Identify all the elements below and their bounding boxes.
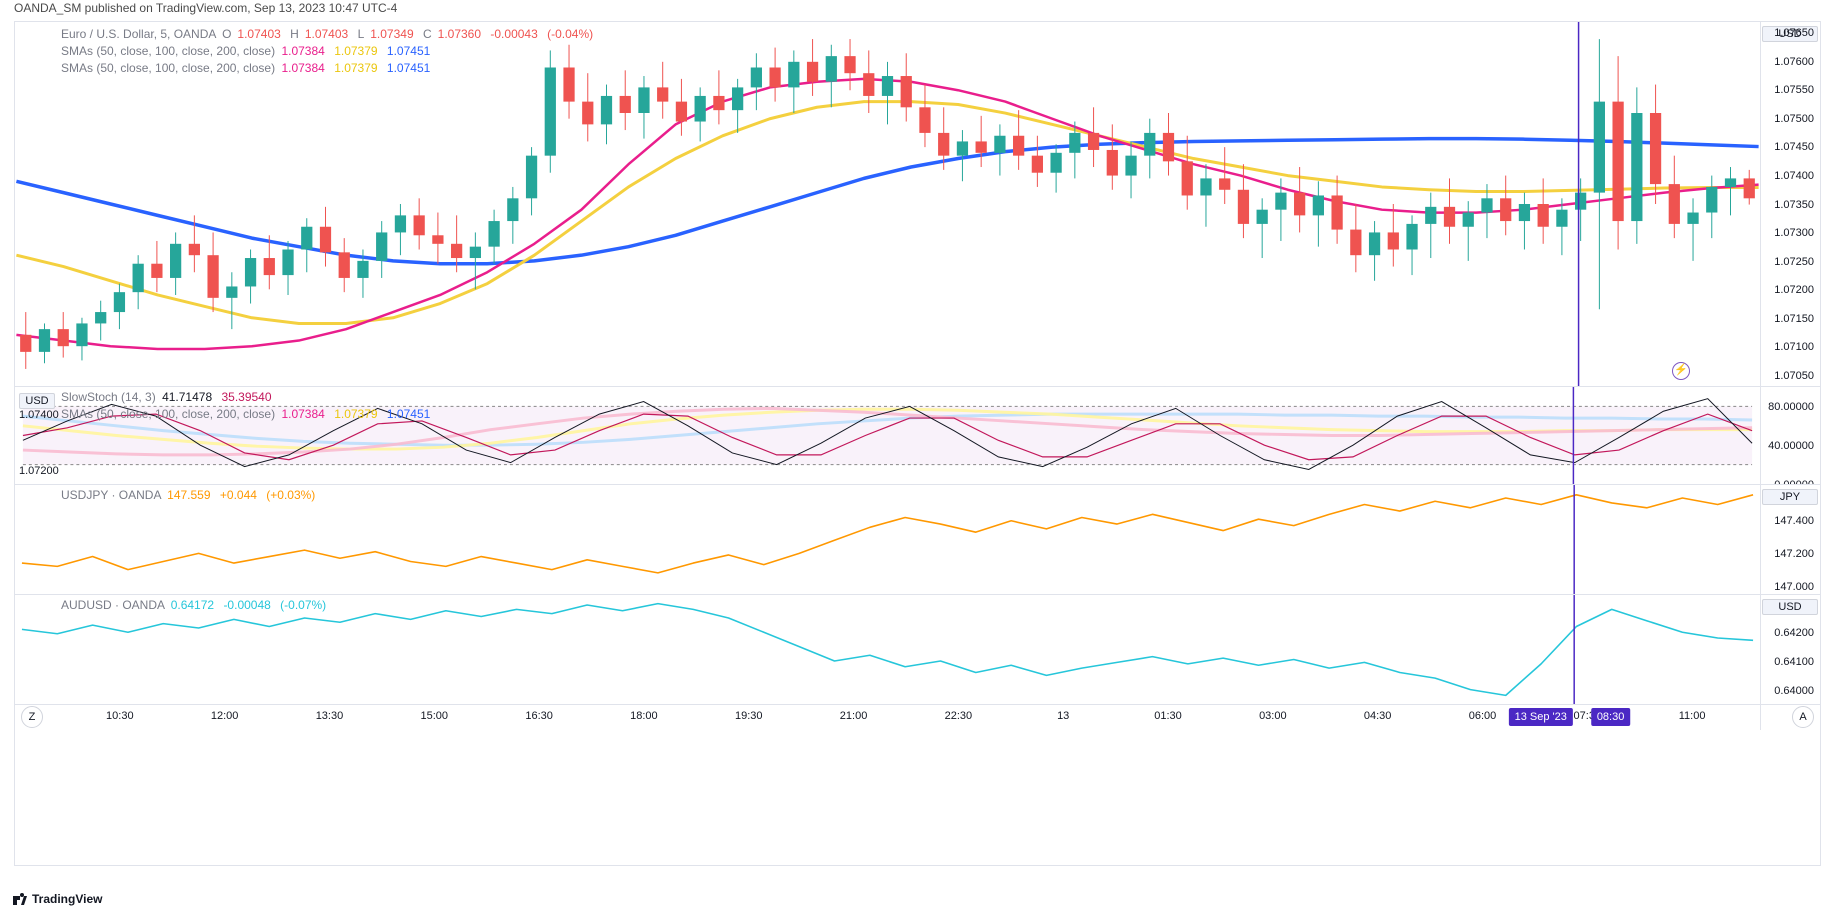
y-tick: 1.07600 [1774, 56, 1814, 68]
y-tick: 1.07150 [1774, 313, 1814, 325]
tv-logo-icon [12, 891, 28, 907]
aud-panel[interactable]: AUDUSD · OANDA 0.64172 -0.00048 (-0.07%)… [15, 595, 1820, 705]
jpy-y-axis[interactable]: JPY 147.400 147.200 147.000 [1760, 485, 1820, 594]
x-crosshair-label: 08:30 [1591, 708, 1631, 726]
x-tick: 11:00 [1679, 710, 1706, 722]
y-tick: 1.07300 [1774, 227, 1814, 239]
x-tick: 18:00 [630, 710, 658, 722]
y-tick: 1.07200 [19, 465, 59, 477]
time-axis[interactable]: Z A 10:3012:0013:3015:0016:3018:0019:302… [15, 705, 1820, 730]
stoch-panel[interactable]: USD SlowStoch (14, 3) 41.71478 35.39540 … [15, 387, 1820, 485]
tradingview-logo[interactable]: TradingView [12, 891, 102, 907]
x-tick: 15:00 [421, 710, 449, 722]
y-tick: 1.07350 [1774, 199, 1814, 211]
y-tick: 1.07400 [19, 409, 59, 421]
main-legend: Euro / U.S. Dollar, 5, OANDA O1.07403 H1… [61, 26, 596, 77]
currency-badge: USD [1762, 599, 1818, 615]
x-tick: 03:00 [1259, 710, 1287, 722]
y-tick: 147.200 [1774, 548, 1814, 560]
x-tick: 12:00 [211, 710, 239, 722]
y-tick: 0.64100 [1774, 656, 1814, 668]
aud-y-axis[interactable]: USD 0.64200 0.64100 0.64000 [1760, 595, 1820, 704]
y-tick: 147.000 [1774, 581, 1814, 593]
y-tick: 0.00000 [1774, 479, 1814, 484]
x-tick: 22:30 [945, 710, 973, 722]
currency-badge: JPY [1762, 489, 1818, 505]
x-tick: 19:30 [735, 710, 763, 722]
x-tick: 10:30 [106, 710, 134, 722]
chart-area: Euro / U.S. Dollar, 5, OANDA O1.07403 H1… [14, 21, 1821, 866]
y-tick: 0.64000 [1774, 685, 1814, 697]
y-tick: 80.00000 [1768, 401, 1814, 413]
y-tick: 1.07250 [1774, 256, 1814, 268]
jpy-panel[interactable]: USDJPY · OANDA 147.559 +0.044 (+0.03%) J… [15, 485, 1820, 595]
x-tick: 01:30 [1154, 710, 1182, 722]
y-tick: 1.07200 [1774, 284, 1814, 296]
flash-icon[interactable]: ⚡ [1672, 362, 1690, 380]
x-axis-panel[interactable]: Z A 10:3012:0013:3015:0016:3018:0019:302… [15, 705, 1820, 865]
x-tick: 16:30 [525, 710, 553, 722]
y-tick: 0.64200 [1774, 627, 1814, 639]
stoch-y-axis[interactable]: 80.00000 40.00000 0.00000 [1760, 387, 1820, 484]
y-tick: 1.07450 [1774, 141, 1814, 153]
y-tick: 1.07400 [1774, 170, 1814, 182]
main-price-panel[interactable]: Euro / U.S. Dollar, 5, OANDA O1.07403 H1… [15, 22, 1820, 387]
y-tick: 1.07100 [1774, 341, 1814, 353]
y-tick: 1.07550 [1774, 84, 1814, 96]
y-tick: 147.400 [1774, 515, 1814, 527]
main-y-axis[interactable]: USD 1.076501.076001.075501.075001.074501… [1760, 22, 1820, 386]
x-tick: 04:30 [1364, 710, 1392, 722]
publish-header: OANDA_SM published on TradingView.com, S… [14, 1, 397, 15]
y-tick: 1.07650 [1774, 27, 1814, 39]
jpy-legend: USDJPY · OANDA 147.559 +0.044 (+0.03%) [61, 487, 318, 504]
x-tick: 13:30 [316, 710, 344, 722]
y-tick: 1.07500 [1774, 113, 1814, 125]
x-tick: 13 [1057, 710, 1069, 722]
stoch-legend: SlowStoch (14, 3) 41.71478 35.39540 SMAs… [61, 389, 433, 423]
aud-legend: AUDUSD · OANDA 0.64172 -0.00048 (-0.07%) [61, 597, 329, 614]
x-tick: 06:00 [1469, 710, 1497, 722]
x-crosshair-label: 13 Sep '23 [1509, 708, 1573, 726]
scroll-left-button[interactable]: Z [21, 706, 43, 728]
y-tick: 1.07050 [1774, 370, 1814, 382]
x-tick: 21:00 [840, 710, 868, 722]
y-tick: 40.00000 [1768, 440, 1814, 452]
